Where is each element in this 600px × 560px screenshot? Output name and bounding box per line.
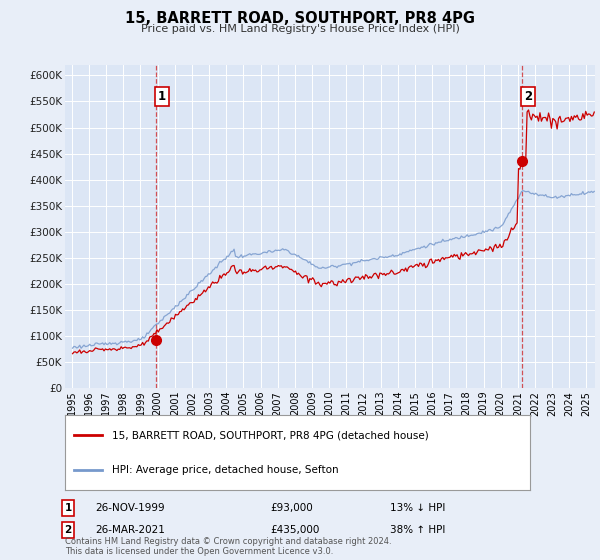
Text: 15, BARRETT ROAD, SOUTHPORT, PR8 4PG (detached house): 15, BARRETT ROAD, SOUTHPORT, PR8 4PG (de… [112,430,428,440]
Text: 26-NOV-1999: 26-NOV-1999 [95,503,164,513]
Text: HPI: Average price, detached house, Sefton: HPI: Average price, detached house, Seft… [112,465,338,475]
Text: 2: 2 [64,525,71,535]
Text: 13% ↓ HPI: 13% ↓ HPI [390,503,445,513]
Text: 1: 1 [158,90,166,102]
Text: 15, BARRETT ROAD, SOUTHPORT, PR8 4PG: 15, BARRETT ROAD, SOUTHPORT, PR8 4PG [125,11,475,26]
Text: 26-MAR-2021: 26-MAR-2021 [95,525,165,535]
Text: 1: 1 [64,503,71,513]
Text: 2: 2 [524,90,532,102]
Text: £93,000: £93,000 [270,503,313,513]
Text: Contains HM Land Registry data © Crown copyright and database right 2024.
This d: Contains HM Land Registry data © Crown c… [65,536,392,556]
Text: 38% ↑ HPI: 38% ↑ HPI [390,525,445,535]
Text: Price paid vs. HM Land Registry's House Price Index (HPI): Price paid vs. HM Land Registry's House … [140,24,460,34]
Text: £435,000: £435,000 [270,525,319,535]
